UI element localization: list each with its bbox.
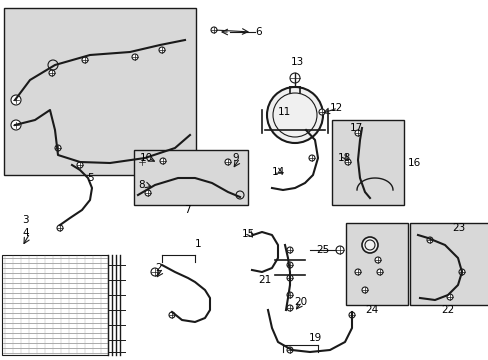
Bar bbox=[134, 150, 247, 205]
Circle shape bbox=[77, 162, 83, 168]
Circle shape bbox=[354, 269, 360, 275]
Text: 4: 4 bbox=[22, 228, 29, 238]
Circle shape bbox=[160, 158, 165, 164]
Bar bbox=[4, 8, 196, 175]
Circle shape bbox=[354, 130, 360, 136]
Text: 8: 8 bbox=[138, 180, 144, 190]
Text: 16: 16 bbox=[407, 158, 420, 168]
Circle shape bbox=[286, 347, 292, 353]
Circle shape bbox=[266, 87, 323, 143]
Text: 13: 13 bbox=[290, 57, 303, 67]
Text: 24: 24 bbox=[365, 305, 378, 315]
Bar bbox=[2, 255, 108, 355]
Circle shape bbox=[286, 275, 292, 281]
Text: 25: 25 bbox=[315, 245, 328, 255]
Circle shape bbox=[139, 159, 145, 165]
Text: 3: 3 bbox=[22, 215, 29, 225]
Text: 20: 20 bbox=[293, 297, 306, 307]
Bar bbox=[346, 223, 407, 305]
Circle shape bbox=[11, 120, 21, 130]
Circle shape bbox=[426, 237, 432, 243]
Text: 17: 17 bbox=[349, 123, 363, 133]
Text: 1: 1 bbox=[195, 239, 201, 249]
Circle shape bbox=[361, 287, 367, 293]
Text: 19: 19 bbox=[308, 333, 321, 343]
Circle shape bbox=[159, 47, 164, 53]
Circle shape bbox=[286, 305, 292, 311]
Circle shape bbox=[361, 237, 377, 253]
Text: 6: 6 bbox=[254, 27, 261, 37]
Circle shape bbox=[376, 269, 382, 275]
Circle shape bbox=[289, 73, 299, 83]
Circle shape bbox=[446, 294, 452, 300]
Circle shape bbox=[13, 97, 19, 103]
Circle shape bbox=[210, 27, 217, 33]
Text: 14: 14 bbox=[271, 167, 285, 177]
Text: 18: 18 bbox=[337, 153, 350, 163]
Circle shape bbox=[11, 95, 21, 105]
Circle shape bbox=[224, 159, 230, 165]
Text: 11: 11 bbox=[278, 107, 291, 117]
Circle shape bbox=[348, 312, 354, 318]
Circle shape bbox=[286, 262, 292, 268]
Circle shape bbox=[55, 145, 61, 151]
Circle shape bbox=[458, 269, 464, 275]
Text: 15: 15 bbox=[242, 229, 255, 239]
Circle shape bbox=[82, 57, 88, 63]
Bar bbox=[331, 120, 403, 205]
Circle shape bbox=[49, 70, 55, 76]
Circle shape bbox=[286, 292, 292, 298]
Circle shape bbox=[13, 122, 19, 128]
Text: 12: 12 bbox=[329, 103, 343, 113]
Circle shape bbox=[335, 246, 343, 254]
Circle shape bbox=[151, 268, 159, 276]
Circle shape bbox=[286, 247, 292, 253]
Text: 2: 2 bbox=[155, 263, 162, 273]
Circle shape bbox=[308, 155, 314, 161]
Circle shape bbox=[145, 190, 151, 196]
Circle shape bbox=[57, 225, 63, 231]
Text: 5: 5 bbox=[86, 173, 93, 183]
Bar bbox=[409, 223, 488, 305]
Circle shape bbox=[318, 109, 325, 115]
Circle shape bbox=[345, 159, 350, 165]
Text: 9: 9 bbox=[231, 153, 238, 163]
Text: 10: 10 bbox=[140, 153, 153, 163]
Circle shape bbox=[374, 257, 380, 263]
Text: 23: 23 bbox=[451, 223, 464, 233]
Circle shape bbox=[169, 312, 175, 318]
Text: 7: 7 bbox=[183, 205, 190, 215]
Text: 21: 21 bbox=[258, 275, 271, 285]
Circle shape bbox=[132, 54, 138, 60]
Text: 22: 22 bbox=[441, 305, 454, 315]
